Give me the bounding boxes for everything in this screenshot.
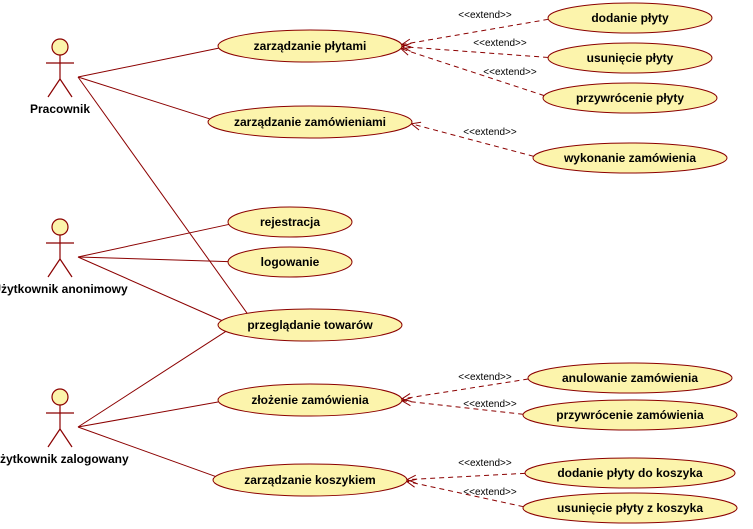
actor-head-icon <box>52 39 68 55</box>
actor-leg-left <box>48 259 60 277</box>
actor-logged <box>46 389 74 447</box>
use-case-diagram: <<extend>> <<extend>> <<extend>> <<extend>>… <box>0 0 753 529</box>
usecase-label-zarz_zam: zarządzanie zamówieniami <box>234 115 386 129</box>
usecase-label-wykonanie_zam: wykonanie zamówienia <box>563 151 696 165</box>
association-line <box>78 402 219 427</box>
usecase-label-zlozenie: złożenie zamówienia <box>251 393 369 407</box>
usecase-label-przegladanie: przeglądanie towarów <box>247 318 373 332</box>
extend-label: <<extend>> <box>458 458 512 469</box>
extend-label: <<extend>> <box>458 372 512 383</box>
actor-leg-right <box>60 429 72 447</box>
extend-label: <<extend>> <box>458 10 512 21</box>
actor-leg-left <box>48 429 60 447</box>
actor-anon <box>46 219 74 277</box>
association-line <box>78 257 228 262</box>
actor-label-anon: Użytkownik anonimowy <box>0 282 128 296</box>
usecase-label-przywrocenie_zam: przywrócenie zamówienia <box>556 408 704 422</box>
extend-label: <<extend>> <box>463 487 517 498</box>
usecase-label-usuniecie_plyty: usunięcie płyty <box>587 51 674 65</box>
association-line <box>78 48 219 77</box>
usecase-label-zarz_plytami: zarządzanie płytami <box>254 39 367 53</box>
actor-leg-left <box>48 79 60 97</box>
extend-label: <<extend>> <box>483 67 537 78</box>
usecase-label-usuniecie_koszyk: usunięcie płyty z koszyka <box>557 501 703 515</box>
actor-label-logged: Użytkownik zalogowany <box>0 452 129 466</box>
usecase-label-anulowanie_zam: anulowanie zamówienia <box>562 371 698 385</box>
usecase-label-przywrocenie_plyty: przywrócenie płyty <box>576 91 684 105</box>
extend-line <box>407 473 525 479</box>
actor-label-pracownik: Pracownik <box>30 102 90 116</box>
extend-label: <<extend>> <box>473 38 527 49</box>
association-line <box>78 331 226 427</box>
usecase-label-dodanie_plyty: dodanie płyty <box>591 11 669 25</box>
actor-leg-right <box>60 79 72 97</box>
actor-pracownik <box>46 39 74 97</box>
usecase-label-dodanie_koszyk: dodanie płyty do koszyka <box>557 466 703 480</box>
association-line <box>78 77 247 313</box>
association-line <box>78 77 210 119</box>
usecase-label-rejestracja: rejestracja <box>260 215 320 229</box>
actor-leg-right <box>60 259 72 277</box>
association-line <box>78 224 229 257</box>
usecase-label-zarz_koszyk: zarządzanie koszykiem <box>244 473 375 487</box>
extend-label: <<extend>> <box>463 127 517 138</box>
extend-label: <<extend>> <box>463 399 517 410</box>
actor-head-icon <box>52 389 68 405</box>
usecase-label-logowanie: logowanie <box>261 255 320 269</box>
actor-head-icon <box>52 219 68 235</box>
